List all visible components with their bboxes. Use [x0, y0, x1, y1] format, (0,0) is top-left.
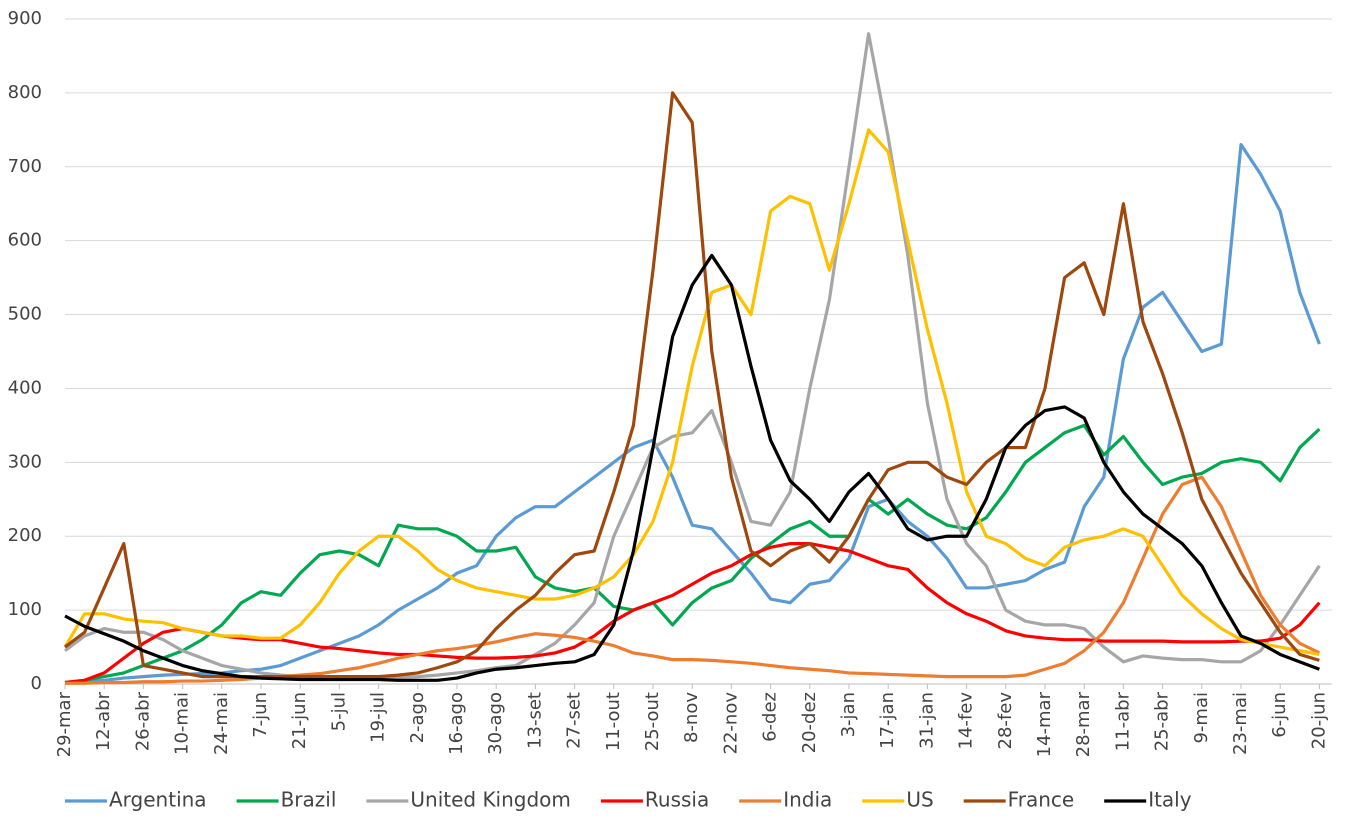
x-tick-label: 23-mai: [1230, 692, 1251, 755]
x-tick-label: 13-set: [524, 692, 545, 749]
series-line: [64, 32, 1321, 680]
x-tick-label: 9-mai: [1191, 692, 1212, 744]
y-tick-label: 700: [8, 156, 42, 177]
y-tick-label: 400: [8, 377, 42, 398]
legend-label: US: [906, 788, 933, 812]
y-tick-label: 600: [8, 230, 42, 251]
legend-label: Italy: [1148, 788, 1192, 812]
legend-label: Russia: [645, 788, 709, 812]
x-tick-label: 14-fev: [956, 692, 977, 750]
x-tick-label: 6-jun: [1269, 692, 1290, 738]
legend-label: France: [1008, 788, 1075, 812]
x-tick-label: 16-ago: [446, 692, 467, 755]
series-line: [65, 475, 1321, 685]
legend-label: United Kingdom: [410, 788, 571, 812]
x-tick-label: 25-abr: [1152, 691, 1173, 751]
series-line: [63, 128, 1320, 657]
y-tick-label: 800: [8, 82, 42, 103]
x-tick-label: 12-abr: [93, 691, 114, 751]
y-tick-label: 300: [8, 451, 42, 472]
x-tick-label: 26-abr: [132, 691, 153, 751]
y-tick-label: 200: [8, 525, 42, 546]
legend: Argentina Brazil United Kingdom Russia India…: [65, 788, 1192, 812]
legend-label: Argentina: [109, 788, 207, 812]
x-tick-label: 6-dez: [760, 692, 781, 742]
x-tick-label: 28-fev: [995, 692, 1016, 750]
series-line: [64, 542, 1321, 685]
series-line: [64, 423, 1321, 685]
y-tick-label: 0: [31, 673, 42, 694]
x-tick-label: 7-jun: [250, 692, 271, 738]
legend-label: India: [783, 788, 832, 812]
x-tick-label: 8-nov: [681, 692, 702, 743]
x-tick-label: 29-mar: [54, 691, 75, 757]
x-tick-label: 24-mai: [211, 692, 232, 755]
x-tick-label: 30-ago: [485, 692, 506, 755]
y-tick-label: 500: [8, 304, 42, 325]
x-tick-label: 20-jun: [1308, 692, 1329, 749]
x-tick-label: 2-ago: [407, 692, 428, 743]
x-tick-label: 22-nov: [720, 692, 741, 755]
x-tick-label: 21-jun: [289, 692, 310, 749]
series-line: [64, 143, 1321, 685]
x-tick-label: 11-abr: [1112, 691, 1133, 751]
x-tick-label: 5-jul: [328, 692, 349, 731]
x-tick-label: 19-jul: [368, 692, 389, 743]
x-tick-label: 31-jan: [916, 692, 937, 749]
series-line: [64, 91, 1320, 679]
x-tick-label: 3-jan: [838, 692, 859, 737]
y-tick-label: 900: [8, 8, 42, 29]
x-tick-label: 10-mai: [172, 692, 193, 755]
series-line: [64, 253, 1320, 682]
x-tick-label: 11-out: [603, 692, 624, 751]
y-tick-label: 100: [8, 599, 42, 620]
x-tick-label: 20-dez: [799, 692, 820, 753]
x-tick-label: 28-mar: [1073, 691, 1094, 757]
x-tick-label: 17-jan: [877, 692, 898, 749]
x-tick-label: 27-set: [564, 692, 585, 749]
x-tick-label: 25-out: [642, 692, 663, 751]
x-tick-label: 14-mar: [1034, 691, 1055, 757]
legend-label: Brazil: [281, 788, 337, 812]
